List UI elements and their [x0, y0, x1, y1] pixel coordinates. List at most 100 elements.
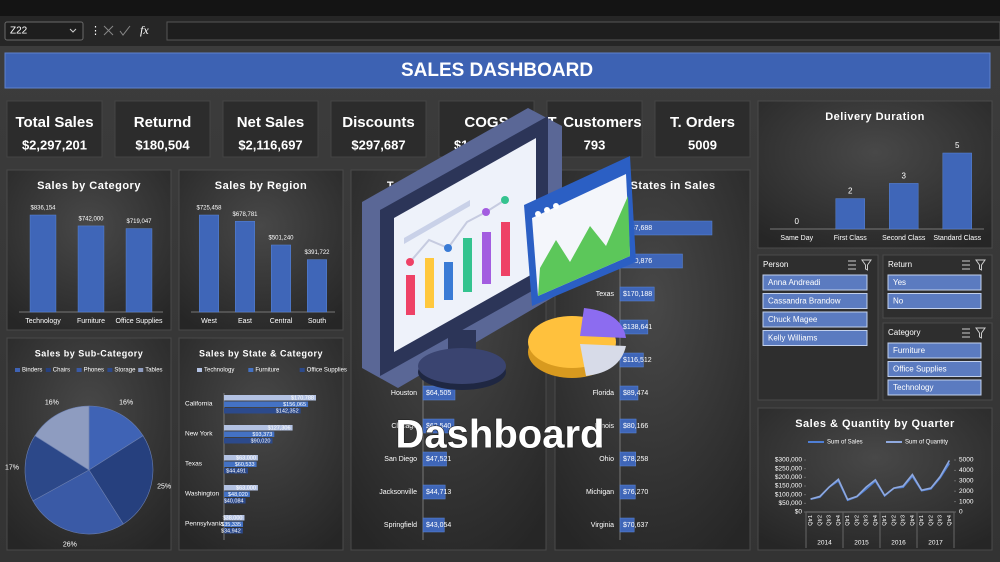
y-tick-label: Ohio — [599, 456, 614, 463]
slicer-item[interactable] — [887, 342, 982, 359]
bar — [422, 517, 445, 533]
y-tick-label: $100,000 — [775, 491, 802, 498]
legend-swatch — [299, 368, 305, 372]
multi-select-icon[interactable] — [962, 328, 970, 338]
data-label: $43,054 — [426, 522, 451, 529]
y-tick-label: $50,000 — [779, 500, 803, 507]
x-tick-label: Qtr4 — [910, 515, 916, 526]
clear-filter-icon[interactable] — [861, 259, 872, 271]
data-label: $127,306 — [268, 425, 291, 431]
multi-select-icon[interactable] — [962, 260, 970, 270]
bar — [271, 244, 291, 313]
slicer-item[interactable] — [887, 379, 982, 396]
data-label: $138,641 — [623, 324, 652, 331]
menu-dots[interactable]: ⋮ — [90, 25, 101, 37]
data-label: $48,020 — [228, 492, 248, 498]
legend-swatch — [248, 368, 254, 372]
data-label: $76,270 — [623, 489, 648, 496]
bar — [224, 485, 258, 491]
slicer-item[interactable] — [762, 330, 868, 346]
name-box[interactable] — [4, 21, 84, 41]
x-tick-label: Same Day — [780, 235, 813, 242]
enter-icon[interactable] — [119, 25, 131, 36]
x-tick-label: Qtr3 — [938, 515, 944, 526]
data-label: 26% — [63, 541, 77, 548]
bar — [224, 431, 275, 437]
y-tick-label: $200,000 — [775, 474, 802, 481]
x-tick-label: Qtr4 — [947, 515, 953, 526]
x-group-label: 2016 — [891, 540, 906, 547]
cancel-icon[interactable] — [103, 25, 114, 36]
panel — [178, 337, 344, 551]
data-label: 17% — [5, 464, 19, 471]
data-label: 25% — [157, 484, 171, 491]
y2-tick-label: 0 — [959, 509, 963, 516]
kpi-label: Returnd — [134, 114, 192, 131]
data-label: $80,166 — [623, 423, 648, 430]
pie-slice — [34, 405, 90, 471]
pie-slice — [32, 469, 124, 535]
y-tick-label: Illinois — [595, 423, 615, 430]
data-label: $89,474 — [623, 390, 648, 397]
kpi-value: 793 — [584, 137, 606, 152]
slicer-item[interactable] — [762, 274, 868, 291]
icon-bar — [406, 275, 415, 315]
data-label: $170,188 — [623, 291, 652, 298]
slicer-item[interactable] — [887, 274, 982, 291]
bar — [224, 491, 250, 497]
data-label: $70,637 — [623, 522, 648, 529]
name-box-text: Z22 — [10, 26, 28, 37]
chart-title: Sales by State & Category — [199, 348, 323, 358]
chart-title: Sales by Category — [37, 180, 141, 192]
chart-title: Sales & Quantity by Quarter — [795, 418, 955, 430]
bar — [224, 498, 246, 504]
fx-button[interactable]: fx — [140, 23, 149, 37]
data-label: $93,373 — [252, 432, 272, 438]
y-tick-label: Washington — [185, 491, 219, 498]
bar — [422, 451, 447, 467]
x-tick-label: East — [238, 318, 252, 325]
data-label: $391,722 — [304, 250, 330, 256]
x-tick-label: Qtr2 — [854, 515, 860, 526]
legend-label: Binders — [22, 368, 42, 374]
pie-slice — [88, 435, 154, 525]
data-label: $678,781 — [232, 212, 258, 218]
x-tick-label: Qtr3 — [864, 515, 870, 526]
data-label: $63,000 — [236, 455, 256, 461]
chart-title: Delivery Duration — [825, 111, 925, 123]
icon-dot — [444, 244, 452, 252]
x-tick-label: Qtr1 — [882, 515, 888, 526]
x-tick-label: Technology — [25, 318, 61, 325]
title-strip — [0, 0, 1000, 16]
slicer-item-label: Chuck Magee — [768, 315, 818, 324]
slicer-item[interactable] — [887, 293, 982, 309]
dropdown-icon[interactable] — [69, 28, 77, 33]
y-tick-label: Chicago — [391, 423, 417, 430]
x-tick-label: Qtr1 — [845, 515, 851, 526]
multi-select-icon[interactable] — [848, 260, 856, 270]
slicer-item[interactable] — [887, 361, 982, 377]
data-label: 16% — [119, 399, 133, 406]
kpi-label: Discounts — [342, 114, 415, 131]
clear-filter-icon[interactable] — [975, 327, 986, 339]
slicer-item[interactable] — [762, 293, 868, 309]
y-tick-label: California — [185, 401, 213, 408]
legend-swatch — [107, 368, 113, 372]
slicer-item[interactable] — [762, 311, 868, 328]
browser-area — [538, 196, 630, 296]
kpi-label: Total Sales — [15, 114, 93, 131]
bar — [619, 418, 637, 434]
formula-bar[interactable] — [166, 21, 1000, 41]
clear-filter-icon[interactable] — [975, 259, 986, 271]
icon-dot — [501, 196, 509, 204]
dashboard-icon-overlay: Dashboard — [362, 108, 636, 457]
x-tick-label: West — [201, 318, 217, 325]
y2-tick-label: 4000 — [959, 467, 974, 474]
x-tick-label: Qtr4 — [836, 515, 842, 526]
y2-tick-label: 2000 — [959, 488, 974, 495]
pie-slice — [24, 435, 90, 502]
y-tick-label: Virginia — [591, 522, 614, 529]
panel — [757, 407, 993, 551]
y-tick-label: Michigan — [586, 489, 614, 496]
kpi-card — [6, 100, 103, 158]
